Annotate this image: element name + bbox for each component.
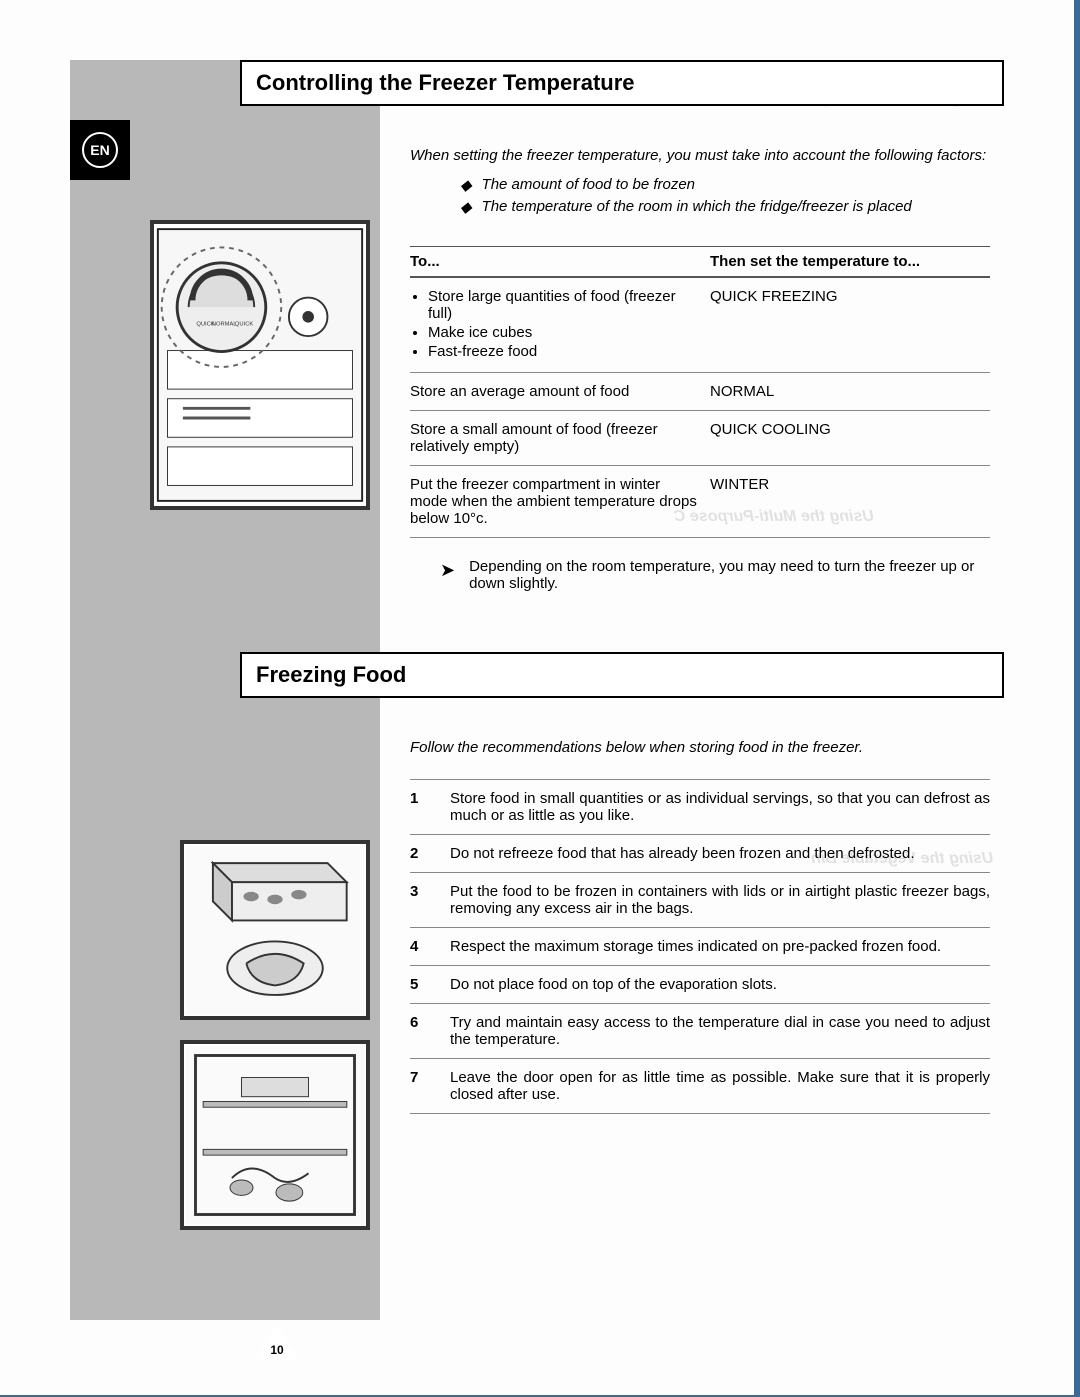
figure-freezer-interior [180, 1040, 370, 1230]
table-head-col2: Then set the temperature to... [710, 253, 990, 270]
table-row: Store large quantities of food (freezer … [410, 278, 990, 373]
figure-freezer-dial: QUICK NORMAL QUICK [150, 220, 370, 510]
step-text: Respect the maximum storage times indica… [450, 938, 990, 955]
section1-content: When setting the freezer temperature, yo… [410, 146, 990, 592]
step-text: Do not refreeze food that has already be… [450, 845, 990, 862]
manual-page: EN Using the Chiller Comp Using the Vege… [0, 0, 1080, 1397]
table-cell-setting: WINTER [710, 476, 990, 493]
table-cell-to: Store an average amount of food [410, 383, 710, 400]
table-row1-item3: Fast-freeze food [428, 343, 700, 360]
step-number: 4 [410, 938, 450, 955]
table-cell-to: Store a small amount of food (freezer re… [410, 421, 710, 455]
section2-intro: Follow the recommendations below when st… [410, 738, 990, 758]
step-text: Do not place food on top of the evaporat… [450, 976, 990, 993]
figure-freezer-dial-svg: QUICK NORMAL QUICK [154, 224, 366, 506]
figure-food-packaging [180, 840, 370, 1020]
step-number: 6 [410, 1014, 450, 1048]
section2-content: Follow the recommendations below when st… [410, 738, 990, 1113]
list-item: 1 Store food in small quantities or as i… [410, 779, 990, 834]
figure-food-packaging-svg [184, 844, 366, 1016]
table-cell-to: Store large quantities of food (freezer … [410, 288, 710, 362]
page-number: 10 [255, 1343, 299, 1357]
page-number-marker: 10 [255, 1325, 295, 1365]
table-cell-setting: QUICK COOLING [710, 421, 990, 438]
step-number: 1 [410, 790, 450, 824]
arrow-icon: ➤ [440, 560, 455, 594]
table-row1-item2: Make ice cubes [428, 324, 700, 341]
table-head: To... Then set the temperature to... [410, 246, 990, 278]
step-text: Try and maintain easy access to the temp… [450, 1014, 990, 1048]
table-row: Store an average amount of food NORMAL [410, 373, 990, 411]
list-item: 3 Put the food to be frozen in container… [410, 872, 990, 927]
step-number: 5 [410, 976, 450, 993]
section1-title: Controlling the Freezer Temperature [240, 60, 1004, 106]
section2-title: Freezing Food [240, 652, 1004, 698]
list-item: 5 Do not place food on top of the evapor… [410, 965, 990, 1003]
table-cell-to: Put the freezer compartment in winter mo… [410, 476, 710, 527]
diamond-bullet-icon: ◆ [460, 176, 472, 194]
svg-text:QUICK: QUICK [235, 321, 253, 327]
temperature-table: To... Then set the temperature to... Sto… [410, 246, 990, 538]
table-cell-setting: QUICK FREEZING [710, 288, 990, 305]
table-head-col1: To... [410, 253, 710, 270]
language-code: EN [82, 132, 118, 168]
bullet-item: ◆ The amount of food to be frozen [460, 176, 990, 194]
list-item: 6 Try and maintain easy access to the te… [410, 1003, 990, 1058]
table-row: Store a small amount of food (freezer re… [410, 411, 990, 466]
section1-bullets: ◆ The amount of food to be frozen ◆ The te… [410, 176, 990, 216]
section1-note: ➤ Depending on the room temperature, you… [410, 558, 990, 592]
list-item: 2 Do not refreeze food that has already … [410, 834, 990, 872]
bullet-text: The amount of food to be frozen [482, 176, 695, 194]
list-item: 7 Leave the door open for as little time… [410, 1058, 990, 1114]
step-number: 7 [410, 1069, 450, 1103]
section1-intro: When setting the freezer temperature, yo… [410, 146, 990, 166]
freezing-food-steps: 1 Store food in small quantities or as i… [410, 779, 990, 1114]
figure-freezer-interior-svg [184, 1044, 366, 1226]
bullet-item: ◆ The temperature of the room in which th… [460, 198, 990, 216]
step-text: Leave the door open for as little time a… [450, 1069, 990, 1103]
table-cell-setting: NORMAL [710, 383, 990, 400]
step-number: 3 [410, 883, 450, 917]
note-text: Depending on the room temperature, you m… [469, 558, 990, 592]
step-number: 2 [410, 845, 450, 862]
table-row: Put the freezer compartment in winter mo… [410, 466, 990, 538]
diamond-bullet-icon: ◆ [460, 198, 472, 216]
list-item: 4 Respect the maximum storage times indi… [410, 927, 990, 965]
svg-text:NORMAL: NORMAL [212, 321, 237, 327]
step-text: Store food in small quantities or as ind… [450, 790, 990, 824]
bullet-text: The temperature of the room in which the… [482, 198, 912, 216]
language-badge: EN [70, 120, 130, 180]
table-row1-item1: Store large quantities of food (freezer … [428, 288, 700, 322]
step-text: Put the food to be frozen in containers … [450, 883, 990, 917]
